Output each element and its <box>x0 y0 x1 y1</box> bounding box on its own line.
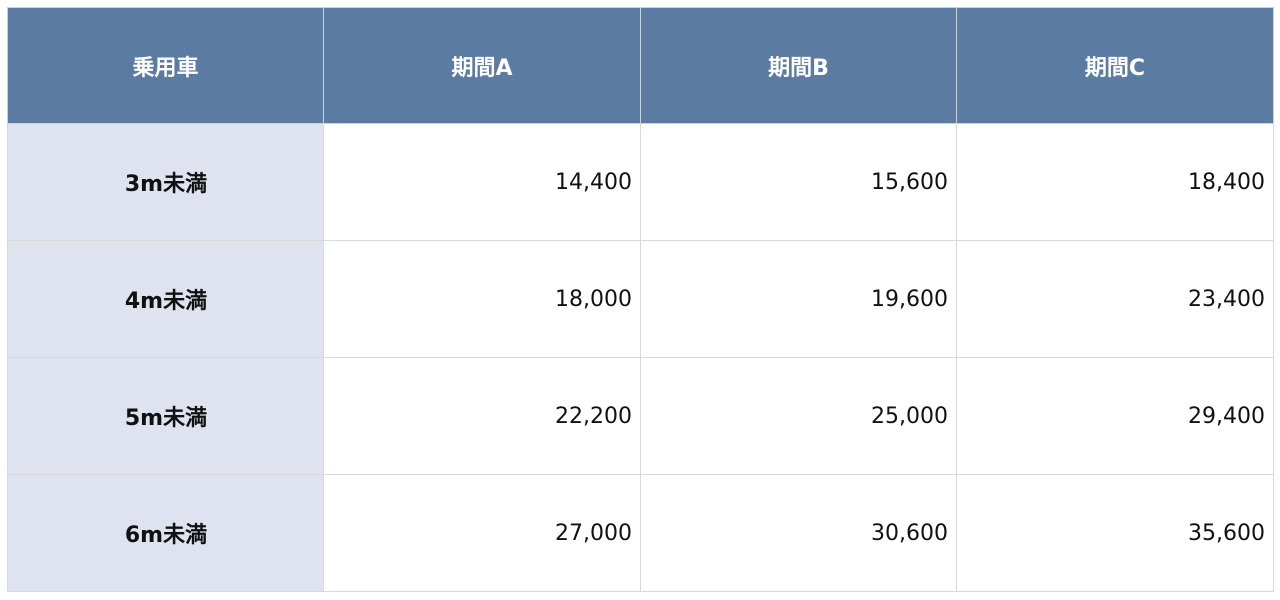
row-label: 5m未満 <box>7 357 324 475</box>
header-cell: 期間A <box>323 7 641 124</box>
table-row: 6m未満 27,000 30,600 35,600 <box>7 474 1274 592</box>
header-cell: 期間B <box>640 7 957 124</box>
price-cell: 29,400 <box>956 357 1274 475</box>
table-body: 3m未満 14,400 15,600 18,400 4m未満 18,000 19,600 23… <box>7 123 1274 592</box>
table-head: 乗用車 期間A 期間B 期間C <box>7 7 1274 124</box>
price-cell: 15,600 <box>640 123 957 241</box>
row-label: 4m未満 <box>7 240 324 358</box>
price-cell: 22,200 <box>323 357 641 475</box>
price-cell: 27,000 <box>323 474 641 592</box>
price-table: 乗用車 期間A 期間B 期間C 3m未満 14,400 15,600 18,400 4m未満 1… <box>7 7 1274 592</box>
price-cell: 35,600 <box>956 474 1274 592</box>
header-cell: 乗用車 <box>7 7 324 124</box>
table-row: 5m未満 22,200 25,000 29,400 <box>7 357 1274 475</box>
header-row: 乗用車 期間A 期間B 期間C <box>7 7 1274 124</box>
price-cell: 30,600 <box>640 474 957 592</box>
price-cell: 18,000 <box>323 240 641 358</box>
price-cell: 19,600 <box>640 240 957 358</box>
header-cell: 期間C <box>956 7 1274 124</box>
price-cell: 25,000 <box>640 357 957 475</box>
table-row: 3m未満 14,400 15,600 18,400 <box>7 123 1274 241</box>
price-cell: 18,400 <box>956 123 1274 241</box>
table-row: 4m未満 18,000 19,600 23,400 <box>7 240 1274 358</box>
row-label: 6m未満 <box>7 474 324 592</box>
price-cell: 23,400 <box>956 240 1274 358</box>
row-label: 3m未満 <box>7 123 324 241</box>
price-cell: 14,400 <box>323 123 641 241</box>
